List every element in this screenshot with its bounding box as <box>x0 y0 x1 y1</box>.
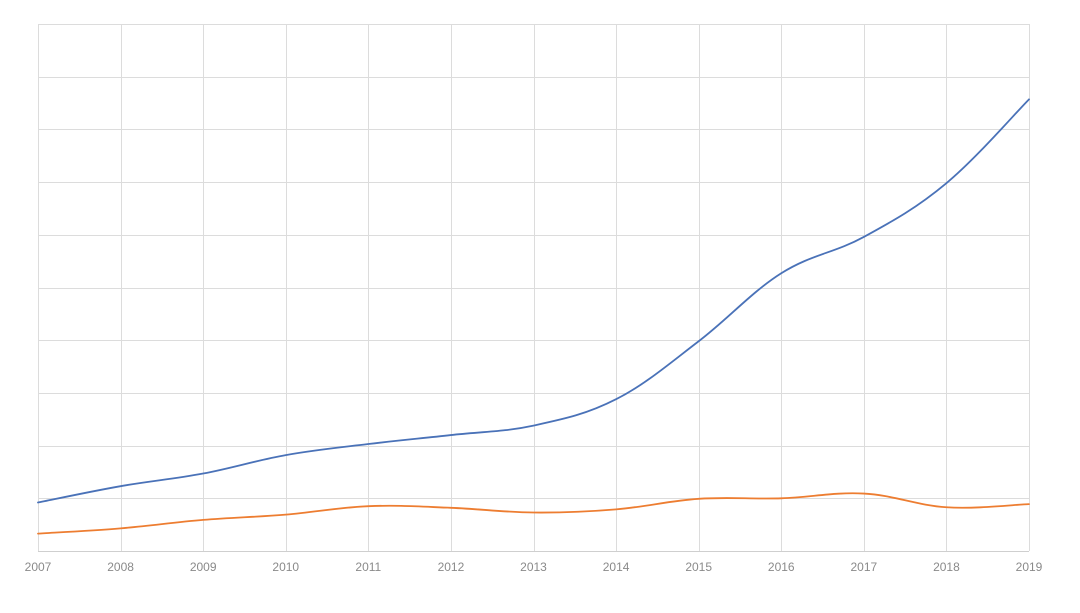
x-tick-label: 2012 <box>438 560 465 574</box>
x-tick-label: 2017 <box>850 560 877 574</box>
x-tick-label: 2010 <box>272 560 299 574</box>
x-tick-label: 2009 <box>190 560 217 574</box>
x-tick-label: 2008 <box>107 560 134 574</box>
x-tick-label: 2015 <box>685 560 712 574</box>
series-lines <box>37 98 1030 535</box>
x-axis: 2007 2008 2009 2010 2011 2012 2013 2014 2015 2016… <box>25 560 1043 574</box>
grid <box>38 24 1030 552</box>
x-tick-label: 2011 <box>355 560 381 574</box>
x-tick-label: 2013 <box>520 560 547 574</box>
x-tick-label: 2014 <box>603 560 630 574</box>
x-tick-label: 2007 <box>25 560 52 574</box>
x-tick-label: 2018 <box>933 560 960 574</box>
x-tick-label: 2019 <box>1016 560 1043 574</box>
series-line-1 <box>37 98 1030 504</box>
series-line-2 <box>37 492 1030 535</box>
x-tick-label: 2016 <box>768 560 795 574</box>
